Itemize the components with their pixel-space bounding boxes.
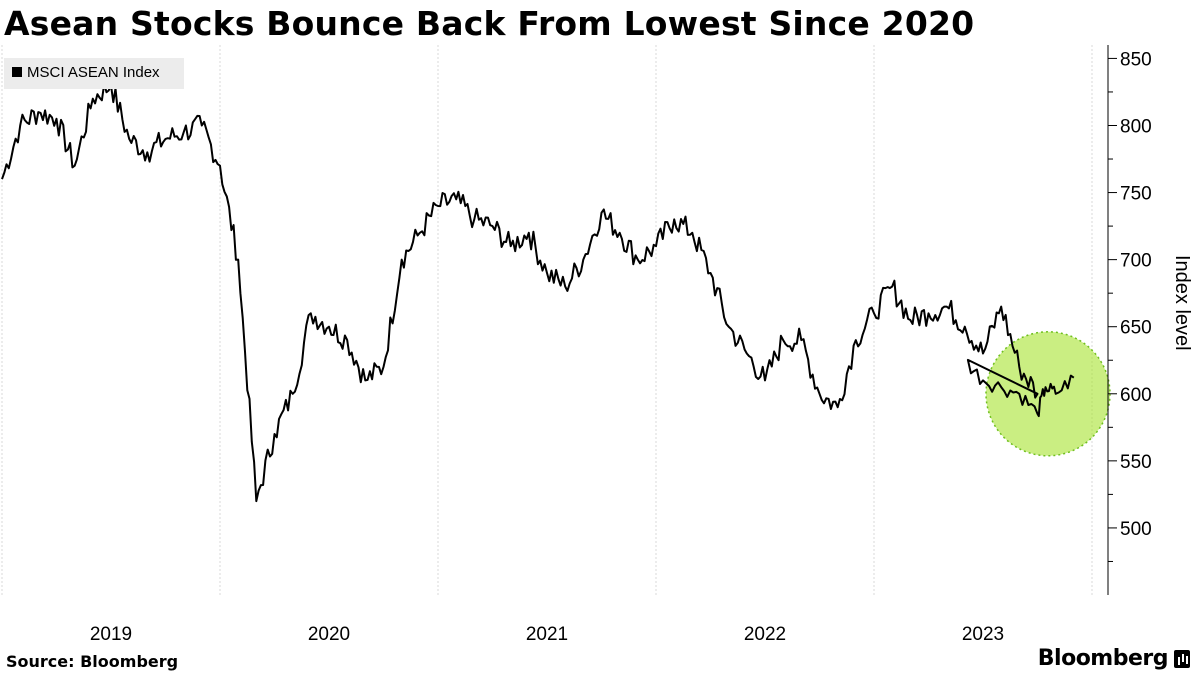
y-tick-label: 800 [1120, 116, 1152, 137]
y-tick-label: 750 [1120, 184, 1152, 205]
chart-title: Asean Stocks Bounce Back From Lowest Sin… [4, 4, 975, 43]
legend-entry-msci-asean-index: MSCI ASEAN Index [27, 64, 160, 81]
plot-background [0, 45, 1110, 595]
x-tick-label: 2022 [744, 624, 786, 645]
brand-text: Bloomberg [1037, 646, 1169, 671]
legend-background [4, 58, 184, 89]
y-axis-label: Index level [1171, 255, 1193, 351]
y-tick-label: 700 [1120, 251, 1152, 272]
bloomberg-chart-icon [1174, 649, 1190, 668]
series-line-msci-asean-index [1, 82, 1075, 503]
legend-swatch [12, 67, 22, 77]
y-tick-label: 850 [1120, 49, 1152, 70]
x-tick-label: 2019 [90, 624, 132, 645]
y-axis-ticks: 500 550 600 650 700 750 800 850 [1108, 49, 1152, 562]
x-tick-label: 2020 [308, 624, 350, 645]
source-note: Source: Bloomberg [6, 652, 179, 671]
x-tick-label: 2023 [962, 624, 1004, 645]
y-tick-label: 650 [1120, 318, 1152, 339]
y-tick-label: 550 [1120, 452, 1152, 473]
legend: MSCI ASEAN Index [4, 58, 184, 89]
y-tick-label: 600 [1120, 385, 1152, 406]
bloomberg-logo: Bloomberg [1038, 646, 1190, 671]
x-tick-label: 2021 [526, 624, 568, 645]
y-tick-label: 500 [1120, 519, 1152, 540]
x-axis-ticks: 2019 2020 2021 2022 2023 [90, 624, 1004, 645]
